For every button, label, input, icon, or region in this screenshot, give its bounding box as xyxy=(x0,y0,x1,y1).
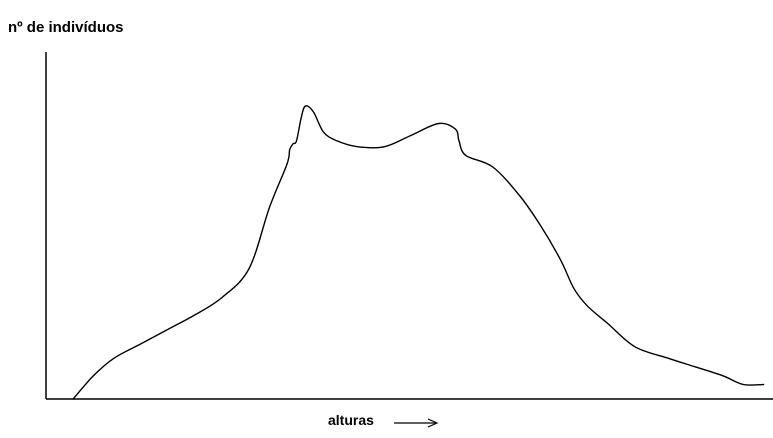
x-axis-label: alturas xyxy=(328,412,374,428)
series-line xyxy=(72,105,765,400)
right-arrow-icon xyxy=(394,418,439,428)
y-axis-label: nº de indivíduos xyxy=(8,19,124,36)
